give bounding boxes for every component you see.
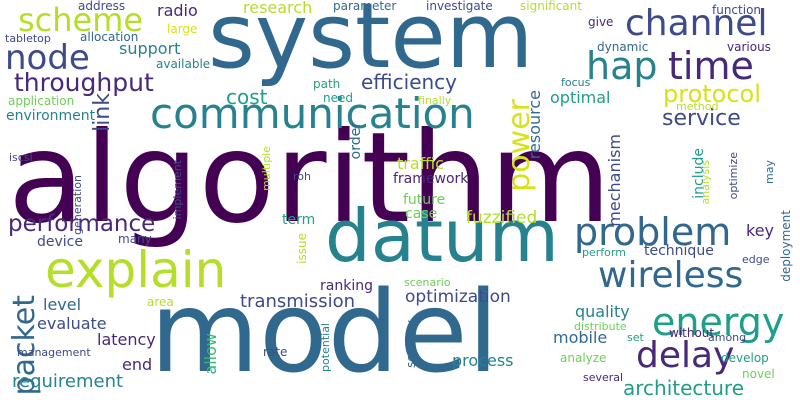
word-channel: channel: [625, 3, 768, 44]
word-potential: potential: [319, 323, 332, 372]
word-level: level: [43, 295, 82, 314]
word-investigate: investigate: [426, 0, 493, 13]
word-delay: delay: [636, 335, 735, 376]
word-develop: develop: [721, 351, 769, 365]
word-analyze: analyze: [560, 351, 607, 365]
word-resource: resource: [525, 90, 544, 160]
word-node: node: [5, 38, 90, 78]
word-distribute: distribute: [574, 320, 627, 333]
word-radio: radio: [157, 1, 198, 20]
word-hap: hap: [586, 44, 658, 88]
word-throughput: throughput: [14, 68, 154, 97]
word-parameter: parameter: [333, 0, 397, 13]
word-mobile: mobile: [553, 328, 608, 347]
word-scenario: scenario: [404, 276, 451, 289]
word-large: large: [167, 22, 198, 36]
word-quality: quality: [575, 302, 630, 321]
word-architecture: architecture: [623, 376, 745, 400]
word-term: term: [282, 212, 316, 228]
word-method: method: [676, 100, 719, 113]
word-iscsi: iscsi: [9, 151, 33, 164]
word-energy: energy: [652, 300, 785, 344]
word-system: system: [208, 0, 534, 89]
word-finally: finally: [418, 94, 452, 107]
word-focus: focus: [561, 76, 591, 89]
word-model: model: [150, 268, 499, 398]
word-deployment: deployment: [779, 210, 793, 282]
word-time: time: [668, 44, 754, 88]
word-allow: allow: [201, 333, 220, 375]
word-give: give: [588, 15, 614, 29]
word-edge: edge: [742, 253, 770, 266]
word-requirement: requirement: [12, 371, 124, 392]
word-several: several: [583, 371, 624, 384]
word-allocation: allocation: [80, 30, 139, 44]
word-tabletop: tabletop: [5, 32, 51, 45]
word-need: need: [323, 91, 353, 105]
word-without: without: [669, 326, 715, 340]
word-link: link: [90, 93, 115, 132]
word-optimization: optimization: [405, 287, 511, 307]
word-generation: generation: [71, 175, 84, 235]
word-framework: framework: [393, 171, 469, 187]
word-analysis: analysis: [699, 160, 712, 205]
word-area: area: [147, 295, 174, 309]
word-novel: novel: [742, 367, 775, 381]
word-protocol: protocol: [663, 80, 761, 108]
word-latency: latency: [97, 330, 156, 349]
word-efficiency: efficiency: [361, 70, 458, 94]
word-implement: implement: [171, 160, 184, 220]
word-function: function: [712, 3, 762, 17]
word-mechanism: mechanism: [605, 134, 624, 227]
word-available: available: [156, 57, 211, 71]
word-datum: datum: [325, 194, 559, 278]
word-cost: cost: [226, 85, 268, 109]
word-problem: problem: [574, 210, 732, 254]
word-future: future: [403, 192, 446, 208]
word-significant: significant: [520, 0, 582, 13]
word-device: device: [37, 234, 83, 250]
word-dynamic: dynamic: [597, 40, 649, 54]
word-address: address: [78, 0, 126, 13]
word-evaluate: evaluate: [37, 314, 107, 333]
word-path: path: [313, 77, 341, 91]
word-algorithm: algorithm: [8, 106, 612, 251]
word-support: support: [119, 39, 181, 58]
word-management: management: [17, 346, 91, 359]
word-ranking: ranking: [320, 278, 373, 294]
word-among: among: [708, 331, 747, 344]
word-process: process: [452, 351, 514, 370]
word-set: set: [627, 331, 644, 344]
word-scheme: scheme: [18, 1, 144, 39]
word-may: may: [763, 160, 776, 184]
word-end: end: [122, 355, 153, 374]
word-security: security: [404, 320, 418, 368]
word-traffic: traffic: [397, 154, 444, 173]
word-service: service: [662, 106, 741, 131]
word-perform: perform: [582, 246, 626, 259]
word-various: various: [727, 40, 771, 54]
word-explain: explain: [45, 241, 227, 299]
word-transmission: transmission: [240, 291, 355, 312]
word-rate: rate: [263, 345, 288, 359]
word-wireless: wireless: [598, 255, 744, 296]
word-performance: performance: [8, 211, 156, 237]
word-multiple: multiple: [260, 146, 273, 191]
word-fuzzified: fuzzified: [466, 208, 538, 228]
word-technique: technique: [644, 243, 714, 259]
word-research: research: [243, 0, 313, 17]
word-roh: roh: [293, 170, 311, 183]
word-optimize: optimize: [727, 152, 740, 200]
word-many: many: [118, 232, 152, 246]
word-environment: environment: [6, 108, 96, 124]
word-application: application: [8, 94, 75, 108]
word-communication: communication: [150, 89, 475, 138]
word-issue: issue: [295, 233, 309, 264]
word-order: order: [348, 122, 364, 160]
word-case: case: [405, 206, 438, 222]
word-key: key: [746, 221, 775, 240]
word-optimal: optimal: [550, 88, 611, 107]
